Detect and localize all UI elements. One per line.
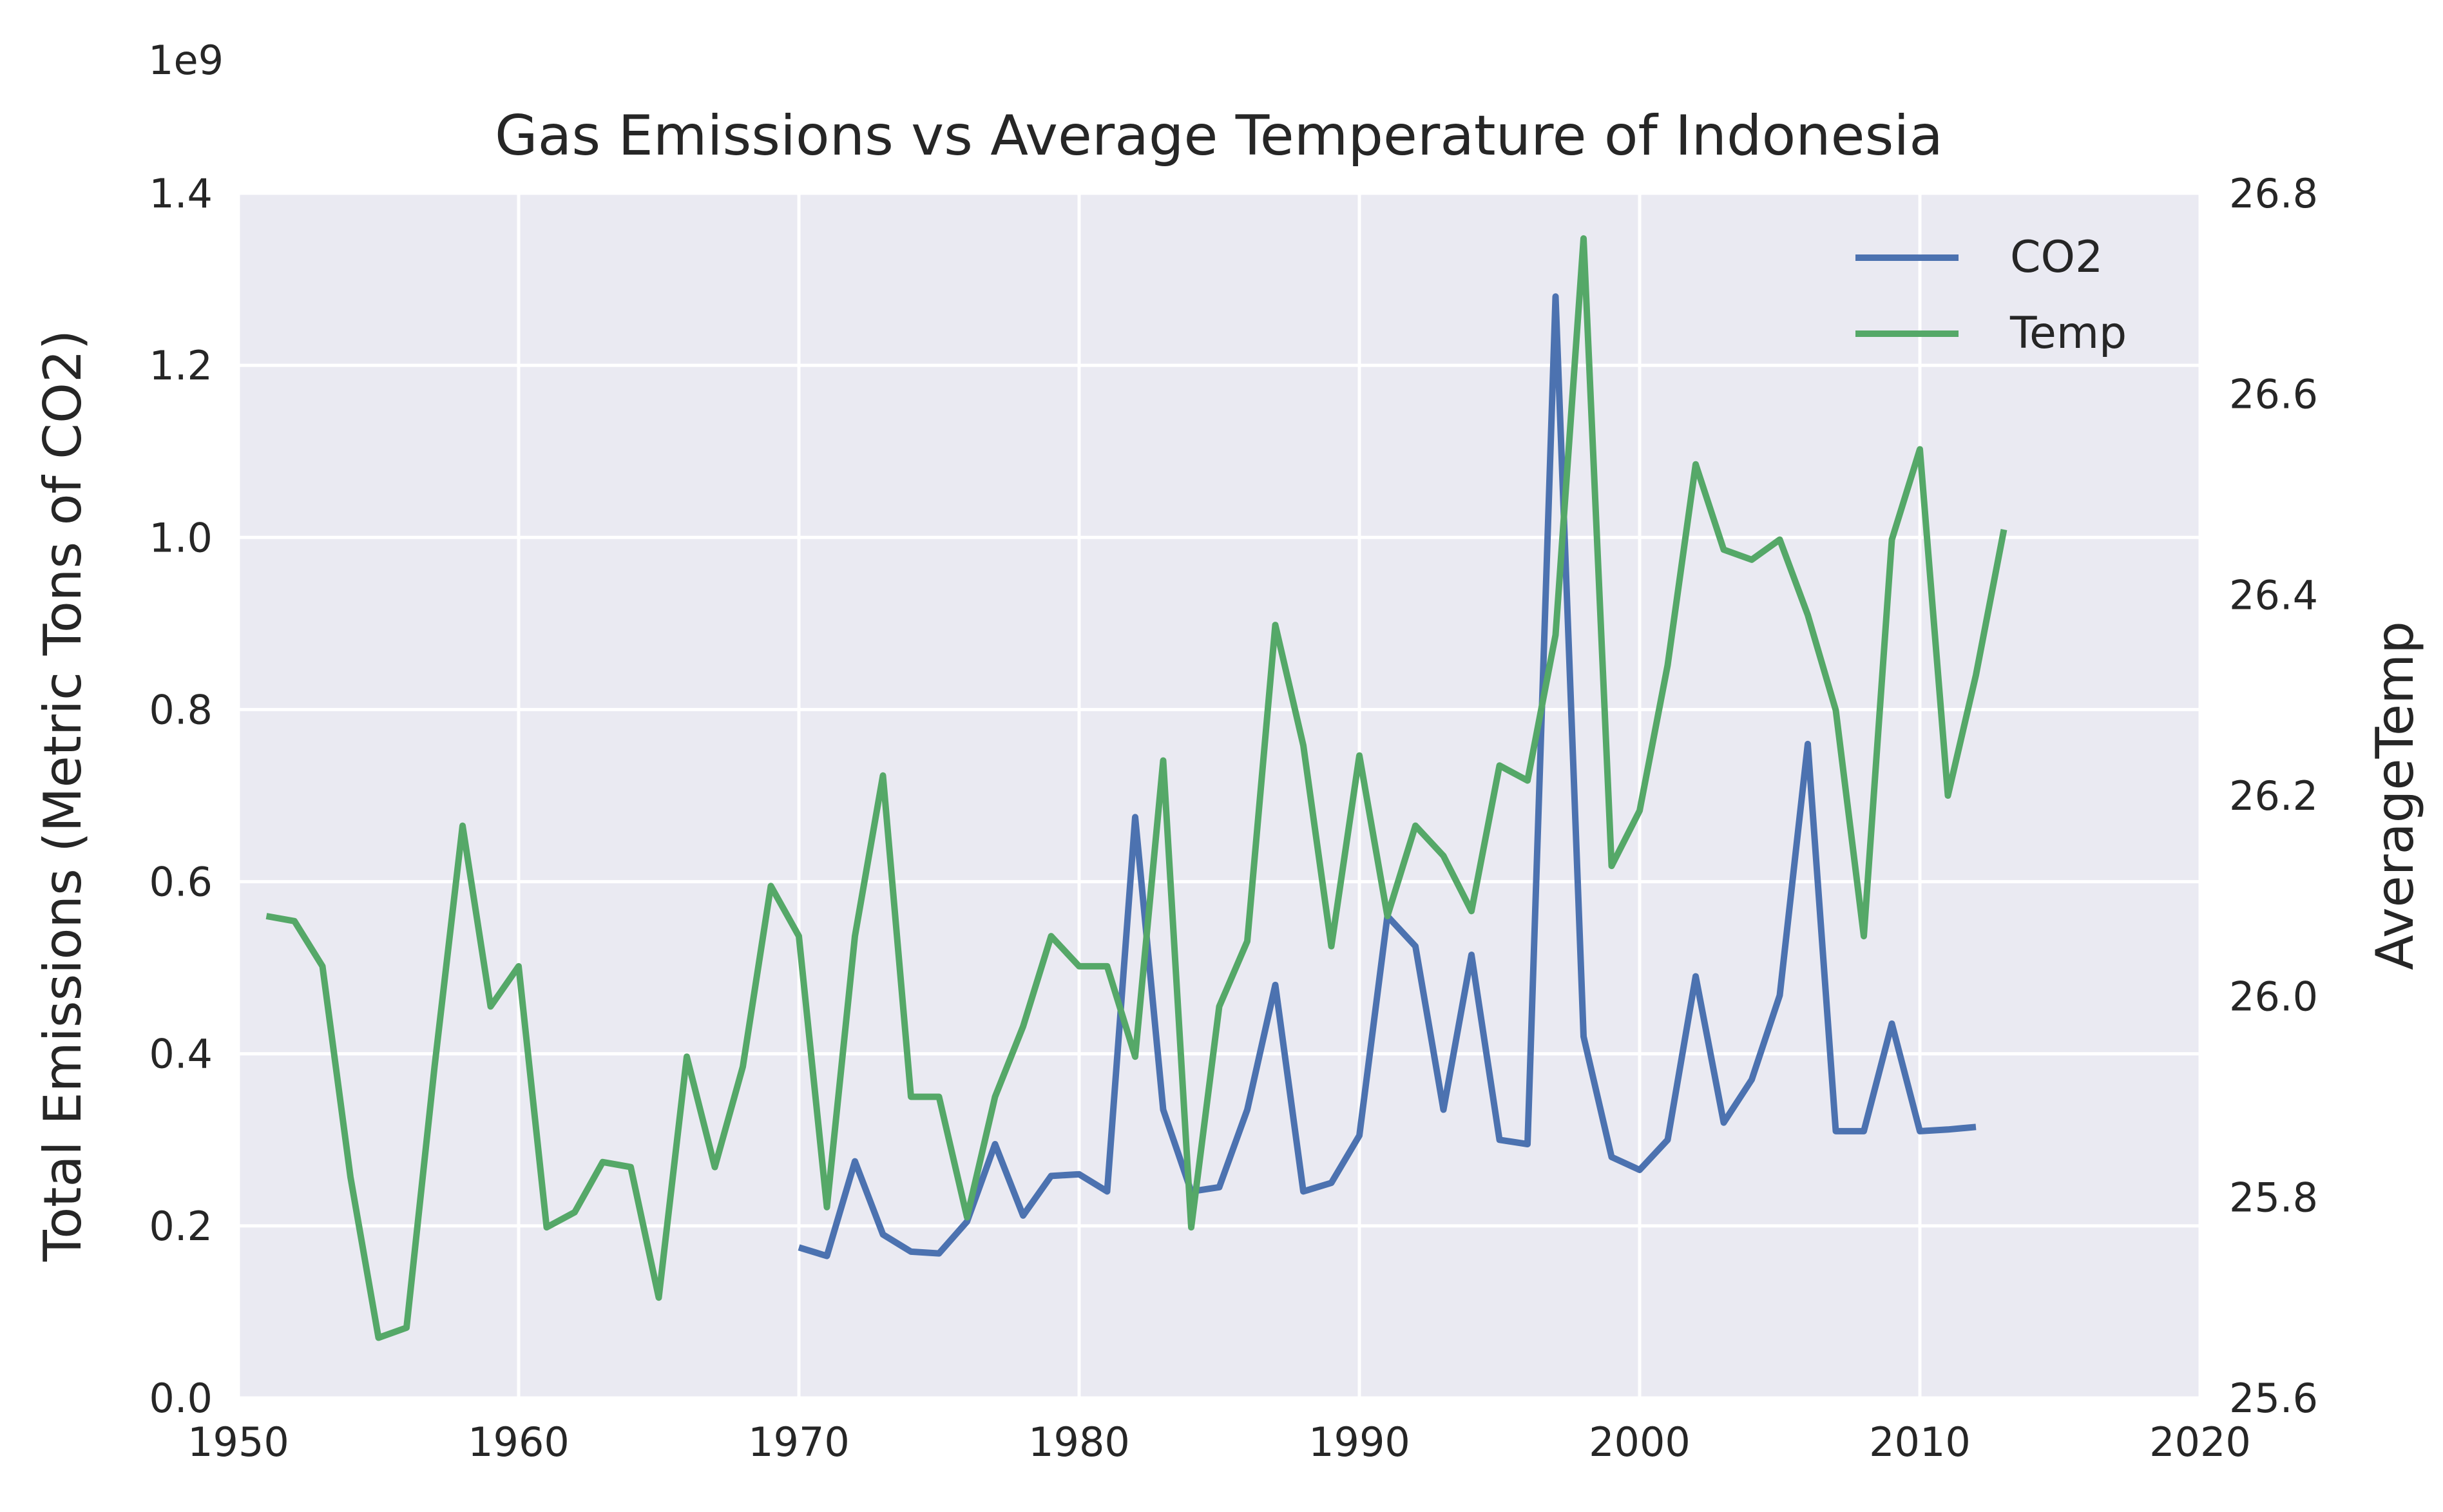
x-tick-label: 1980 <box>1028 1419 1130 1466</box>
y-tick-label-left: 0.0 <box>149 1375 213 1422</box>
y-tick-label-right: 25.8 <box>2229 1174 2318 1221</box>
y-axis-label-left: Total Emissions (Metric Tons of CO2) <box>33 330 93 1262</box>
legend-label-temp: Temp <box>2009 308 2127 359</box>
legend: CO2 Temp <box>1855 232 2127 359</box>
legend-label-co2: CO2 <box>2010 232 2103 283</box>
chart-title: Gas Emissions vs Average Temperature of … <box>495 104 1943 168</box>
y-tick-label-left: 0.4 <box>149 1031 213 1078</box>
series-line-temp <box>265 235 2007 1341</box>
x-tick-label: 1990 <box>1308 1419 1410 1466</box>
tick-labels: 1950 1960 1970 1980 1990 2000 2010 2020 0.0 0.2 0.… <box>149 170 2318 1466</box>
y-tick-label-right: 26.6 <box>2229 371 2318 418</box>
y-tick-label-left: 0.6 <box>149 859 213 906</box>
y-tick-label-left: 1.2 <box>149 342 213 389</box>
y-tick-label-right: 26.2 <box>2229 772 2318 819</box>
series-layer <box>265 235 2007 1341</box>
y-tick-label-left: 1.0 <box>149 514 213 561</box>
y-tick-label-right: 25.6 <box>2229 1375 2318 1422</box>
y-tick-label-left: 0.2 <box>149 1203 213 1250</box>
y-tick-label-left: 0.8 <box>149 686 213 733</box>
y-tick-label-right: 26.4 <box>2229 571 2318 618</box>
x-tick-label: 1950 <box>187 1419 289 1466</box>
y-tick-label-right: 26.8 <box>2229 170 2318 217</box>
plot-background <box>238 193 2200 1398</box>
y-tick-label-right: 26.0 <box>2229 973 2318 1020</box>
y-tick-label-left: 1.4 <box>149 170 213 217</box>
x-tick-label: 2020 <box>2149 1419 2251 1466</box>
x-tick-label: 2010 <box>1869 1419 1971 1466</box>
x-tick-label: 1970 <box>748 1419 850 1466</box>
y-axis-label-right: AverageTemp <box>2365 621 2425 970</box>
x-tick-label: 2000 <box>1589 1419 1691 1466</box>
offset-text: 1e9 <box>148 37 224 84</box>
x-tick-label: 1960 <box>468 1419 570 1466</box>
